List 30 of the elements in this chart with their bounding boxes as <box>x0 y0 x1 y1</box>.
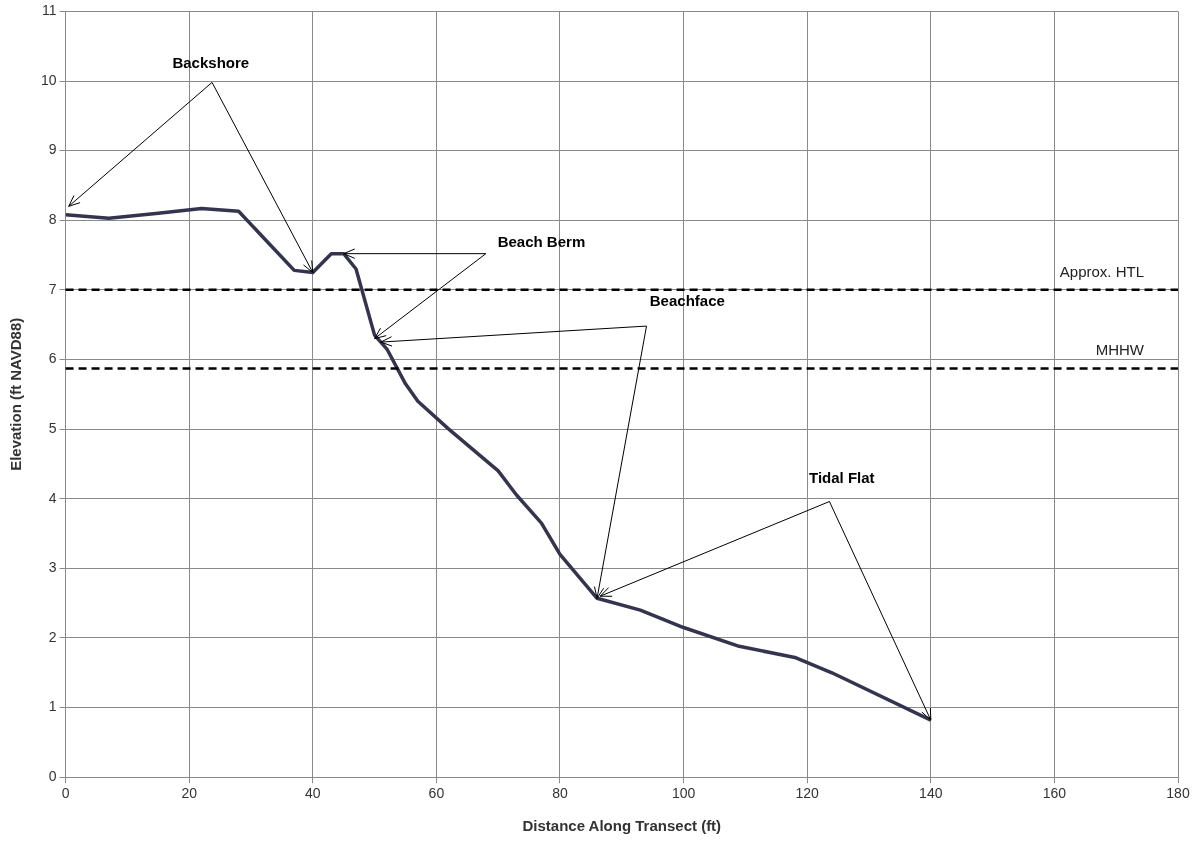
annotation: Tidal Flat <box>809 468 875 486</box>
y-tick-label: 3 <box>48 559 57 576</box>
y-tick-label: 7 <box>48 280 57 297</box>
y-tick-label: 5 <box>48 419 57 436</box>
annotation: Backshore <box>172 53 250 71</box>
y-tick-label: 0 <box>48 768 57 785</box>
x-tick-label: 60 <box>428 785 445 802</box>
x-axis-title: Distance Along Transect (ft) <box>522 817 722 835</box>
y-tick-label: 9 <box>48 141 57 158</box>
annotation: Beachface <box>649 291 725 309</box>
ref-line-label: MHHW <box>1095 341 1145 359</box>
annotation: Beach Berm <box>497 233 586 251</box>
y-tick-label: 8 <box>48 211 57 228</box>
y-tick-label: 1 <box>48 698 57 715</box>
x-tick-label: 80 <box>552 785 568 802</box>
y-tick-label: 4 <box>48 489 57 506</box>
y-tick-label: 2 <box>48 628 57 645</box>
x-tick-label: 40 <box>304 785 321 802</box>
x-tick-label: 20 <box>181 785 198 802</box>
y-axis-title: Elevation (ft NAVD88) <box>7 317 25 471</box>
x-tick-label: 140 <box>919 785 943 802</box>
y-tick-label: 10 <box>40 71 57 88</box>
x-tick-label: 160 <box>1042 785 1067 802</box>
x-tick-label: 120 <box>795 785 820 802</box>
y-tick-label: 11 <box>42 2 57 19</box>
y-tick-label: 6 <box>48 350 57 367</box>
x-tick-label: 100 <box>671 785 696 802</box>
x-tick-label: 0 <box>61 785 70 802</box>
ref-line-label: Approx. HTL <box>1059 262 1144 280</box>
x-tick-label: 180 <box>1166 785 1190 802</box>
